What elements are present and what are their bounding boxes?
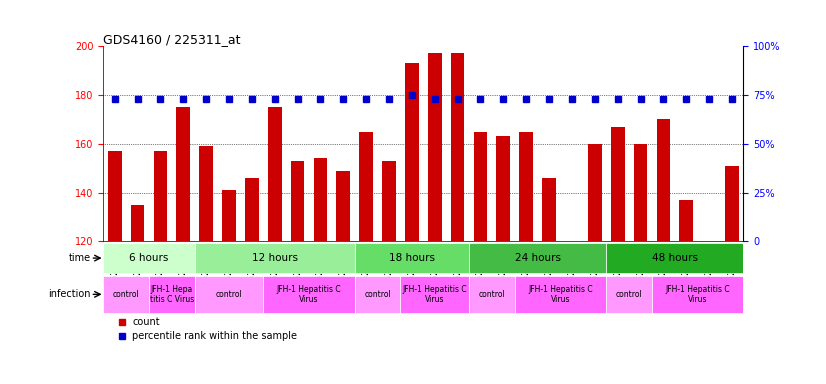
Bar bbox=[314, 158, 327, 241]
Bar bbox=[222, 190, 236, 241]
FancyBboxPatch shape bbox=[354, 243, 469, 273]
Text: JFH-1 Hepatitis C
Virus: JFH-1 Hepatitis C Virus bbox=[277, 285, 341, 304]
FancyBboxPatch shape bbox=[606, 276, 652, 313]
FancyBboxPatch shape bbox=[652, 276, 743, 313]
FancyBboxPatch shape bbox=[149, 276, 195, 313]
Bar bbox=[679, 200, 693, 241]
Text: JFH-1 Hepatitis C
Virus: JFH-1 Hepatitis C Virus bbox=[666, 285, 730, 304]
Text: count: count bbox=[132, 317, 159, 327]
Text: control: control bbox=[615, 290, 643, 299]
FancyBboxPatch shape bbox=[103, 276, 149, 313]
Text: control: control bbox=[216, 290, 242, 299]
Text: 18 hours: 18 hours bbox=[389, 253, 435, 263]
FancyBboxPatch shape bbox=[606, 243, 743, 273]
Text: control: control bbox=[112, 290, 140, 299]
FancyBboxPatch shape bbox=[401, 276, 469, 313]
Bar bbox=[634, 144, 648, 241]
Bar bbox=[291, 161, 305, 241]
Bar bbox=[610, 127, 624, 241]
Bar bbox=[565, 241, 579, 244]
Bar bbox=[405, 63, 419, 241]
Bar bbox=[199, 146, 213, 241]
Bar bbox=[657, 119, 670, 241]
Bar bbox=[108, 151, 121, 241]
Text: JFH-1 Hepatitis C
Virus: JFH-1 Hepatitis C Virus bbox=[528, 285, 593, 304]
FancyBboxPatch shape bbox=[469, 276, 515, 313]
Text: percentile rank within the sample: percentile rank within the sample bbox=[132, 331, 297, 341]
FancyBboxPatch shape bbox=[195, 243, 354, 273]
Bar bbox=[245, 178, 259, 241]
FancyBboxPatch shape bbox=[263, 276, 354, 313]
Text: JFH-1 Hepa
titis C Virus: JFH-1 Hepa titis C Virus bbox=[150, 285, 194, 304]
Bar bbox=[382, 161, 396, 241]
Bar bbox=[725, 166, 738, 241]
Bar bbox=[154, 151, 168, 241]
Text: JFH-1 Hepatitis C
Virus: JFH-1 Hepatitis C Virus bbox=[402, 285, 467, 304]
Bar bbox=[177, 107, 190, 241]
FancyBboxPatch shape bbox=[195, 276, 263, 313]
Bar bbox=[451, 53, 464, 241]
FancyBboxPatch shape bbox=[469, 243, 606, 273]
FancyBboxPatch shape bbox=[515, 276, 606, 313]
Bar bbox=[542, 178, 556, 241]
Text: GDS4160 / 225311_at: GDS4160 / 225311_at bbox=[103, 33, 240, 46]
Text: control: control bbox=[478, 290, 506, 299]
FancyBboxPatch shape bbox=[103, 243, 195, 273]
Text: 48 hours: 48 hours bbox=[652, 253, 698, 263]
Bar bbox=[520, 131, 533, 241]
Text: time: time bbox=[69, 253, 91, 263]
Text: control: control bbox=[364, 290, 391, 299]
Bar bbox=[336, 170, 350, 241]
Text: infection: infection bbox=[48, 289, 91, 300]
Bar bbox=[359, 131, 373, 241]
Text: 24 hours: 24 hours bbox=[515, 253, 561, 263]
Bar bbox=[131, 205, 145, 241]
Bar bbox=[428, 53, 442, 241]
Bar bbox=[496, 136, 510, 241]
Text: 12 hours: 12 hours bbox=[252, 253, 297, 263]
Bar bbox=[473, 131, 487, 241]
Bar bbox=[268, 107, 282, 241]
Bar bbox=[588, 144, 601, 241]
FancyBboxPatch shape bbox=[354, 276, 401, 313]
Text: 6 hours: 6 hours bbox=[130, 253, 169, 263]
